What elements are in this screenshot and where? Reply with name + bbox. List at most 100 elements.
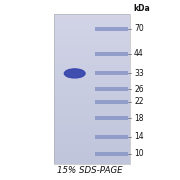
Bar bbox=[95, 27, 128, 31]
Bar bbox=[54, 100, 130, 102]
Bar bbox=[54, 91, 130, 93]
Bar bbox=[54, 18, 130, 20]
Bar bbox=[95, 71, 128, 75]
Bar bbox=[54, 35, 130, 37]
Bar bbox=[54, 108, 130, 110]
Bar bbox=[54, 147, 130, 149]
Text: 44: 44 bbox=[134, 50, 144, 59]
Bar bbox=[95, 100, 128, 104]
Bar bbox=[54, 44, 130, 46]
Bar bbox=[54, 98, 130, 100]
Text: kDa: kDa bbox=[133, 4, 150, 13]
Bar bbox=[54, 154, 130, 156]
Bar bbox=[54, 162, 130, 164]
Bar bbox=[54, 74, 130, 76]
Bar bbox=[54, 134, 130, 136]
Bar bbox=[95, 87, 128, 91]
Bar bbox=[54, 85, 130, 87]
Bar bbox=[54, 57, 130, 59]
Bar bbox=[54, 46, 130, 48]
Bar bbox=[54, 59, 130, 61]
Bar bbox=[54, 48, 130, 50]
Bar bbox=[54, 128, 130, 130]
Bar bbox=[54, 55, 130, 57]
Bar bbox=[54, 102, 130, 104]
Bar bbox=[54, 149, 130, 151]
Bar bbox=[95, 116, 128, 120]
Bar bbox=[54, 110, 130, 111]
Bar bbox=[54, 123, 130, 125]
Bar bbox=[54, 28, 130, 29]
Bar bbox=[54, 54, 130, 55]
Ellipse shape bbox=[64, 69, 85, 78]
Bar bbox=[54, 14, 130, 164]
Bar bbox=[54, 156, 130, 158]
Bar bbox=[54, 78, 130, 80]
Bar bbox=[95, 52, 128, 56]
Bar bbox=[54, 119, 130, 121]
Bar bbox=[54, 145, 130, 147]
Text: 15% SDS-PAGE: 15% SDS-PAGE bbox=[57, 166, 123, 175]
Text: 18: 18 bbox=[134, 114, 144, 123]
Bar bbox=[54, 52, 130, 54]
Bar bbox=[54, 50, 130, 52]
Bar bbox=[54, 80, 130, 82]
Bar bbox=[54, 143, 130, 145]
Text: 33: 33 bbox=[134, 69, 144, 78]
Bar bbox=[54, 113, 130, 115]
Bar bbox=[54, 70, 130, 72]
Text: 14: 14 bbox=[134, 132, 144, 141]
Bar bbox=[54, 153, 130, 154]
Bar bbox=[54, 65, 130, 67]
Bar bbox=[54, 42, 130, 44]
Bar bbox=[54, 140, 130, 141]
Bar bbox=[54, 106, 130, 108]
Bar bbox=[54, 33, 130, 35]
Bar bbox=[54, 39, 130, 41]
Bar bbox=[54, 93, 130, 95]
Bar bbox=[54, 61, 130, 63]
Bar bbox=[54, 26, 130, 28]
Bar bbox=[95, 152, 128, 156]
Bar bbox=[54, 16, 130, 18]
Bar bbox=[54, 84, 130, 85]
Bar bbox=[54, 132, 130, 134]
Bar bbox=[54, 117, 130, 119]
Bar bbox=[54, 158, 130, 160]
Text: 10: 10 bbox=[134, 149, 144, 158]
Bar bbox=[54, 14, 130, 16]
Bar bbox=[54, 112, 130, 113]
Bar bbox=[54, 29, 130, 31]
Bar bbox=[54, 125, 130, 126]
Bar bbox=[54, 126, 130, 128]
Bar bbox=[54, 151, 130, 153]
Bar bbox=[54, 67, 130, 69]
Bar bbox=[54, 40, 130, 42]
Bar bbox=[54, 37, 130, 39]
Bar bbox=[54, 76, 130, 78]
Text: 26: 26 bbox=[134, 85, 144, 94]
Bar bbox=[54, 89, 130, 91]
Bar bbox=[54, 31, 130, 33]
Bar bbox=[54, 87, 130, 89]
Text: 22: 22 bbox=[134, 97, 144, 106]
Bar bbox=[54, 82, 130, 84]
Bar bbox=[95, 135, 128, 139]
Bar bbox=[54, 96, 130, 98]
Bar bbox=[54, 72, 130, 74]
Bar bbox=[54, 121, 130, 123]
Bar bbox=[54, 95, 130, 96]
Bar bbox=[54, 104, 130, 106]
Bar bbox=[54, 115, 130, 117]
Text: 70: 70 bbox=[134, 24, 144, 33]
Bar bbox=[54, 136, 130, 138]
Bar bbox=[54, 130, 130, 132]
Bar bbox=[54, 138, 130, 140]
Bar bbox=[54, 141, 130, 143]
Bar bbox=[54, 160, 130, 162]
Bar bbox=[54, 24, 130, 26]
Bar bbox=[54, 20, 130, 22]
Bar bbox=[54, 69, 130, 70]
Bar bbox=[54, 22, 130, 24]
Bar bbox=[54, 63, 130, 65]
